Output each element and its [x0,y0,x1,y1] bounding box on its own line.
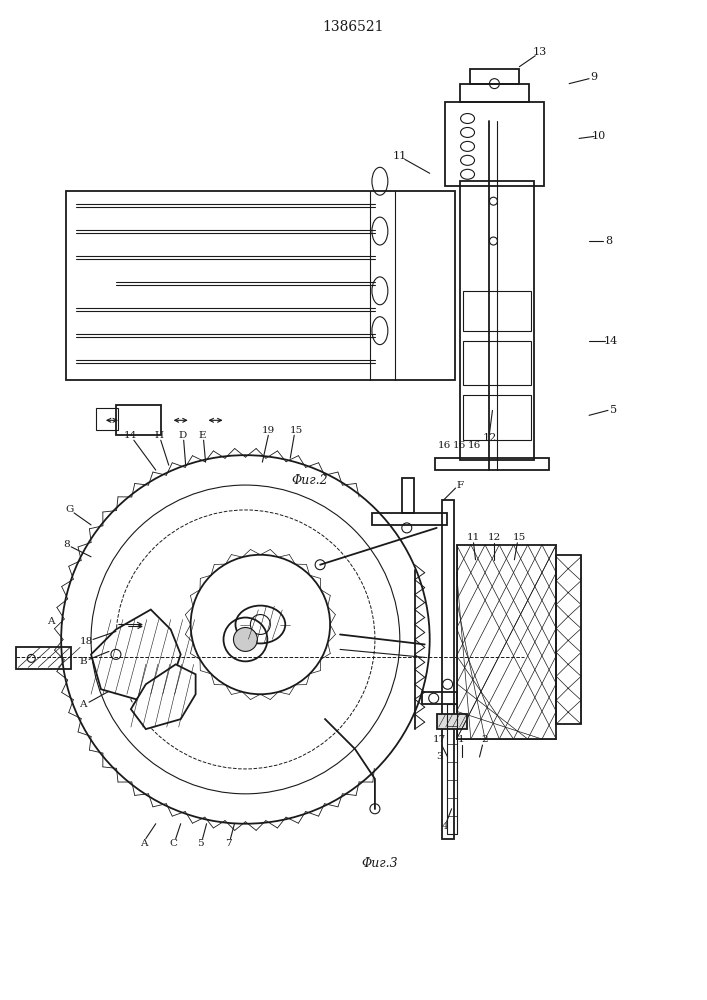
Text: 8: 8 [63,540,69,549]
Bar [402,478,414,513]
Text: A: A [79,700,87,709]
Text: 17: 17 [433,735,446,744]
Text: C: C [170,839,177,848]
Bar [116,405,160,435]
Polygon shape [131,664,196,729]
Bar [372,513,447,525]
Text: E: E [199,431,206,440]
Bar [460,84,530,102]
Text: A: A [47,617,55,626]
Text: 7: 7 [226,839,232,848]
Text: 12: 12 [488,533,501,542]
Text: A: A [140,839,148,848]
Bar [66,191,455,380]
Bar [445,102,544,186]
Text: B: B [79,657,87,666]
Polygon shape [91,610,181,699]
Text: 10: 10 [592,131,606,141]
Bar [462,341,531,385]
Text: 8: 8 [605,236,612,246]
Text: 18: 18 [79,637,93,646]
Text: 3: 3 [436,752,443,761]
Bar [96,408,118,430]
Text: G: G [65,505,74,514]
Bar [556,555,581,724]
Text: Φиг.2: Φиг.2 [292,474,329,487]
Text: 14: 14 [124,431,137,440]
Text: 15: 15 [290,426,303,435]
Bar [16,647,71,669]
Text: H: H [154,431,163,440]
Text: Φиг.3: Φиг.3 [361,857,398,870]
Text: 16: 16 [438,441,451,450]
Text: F: F [456,481,463,490]
Text: 15: 15 [513,533,526,542]
Bar [462,395,531,440]
Text: 19: 19 [262,426,275,435]
Bar [457,545,556,739]
Text: 16: 16 [468,441,481,450]
Text: 11: 11 [392,151,407,161]
Text: 5: 5 [197,839,204,848]
Text: 12: 12 [482,433,496,443]
Text: 5: 5 [610,405,617,415]
Circle shape [233,627,257,651]
Text: 9: 9 [590,72,597,82]
Text: 1386521: 1386521 [322,20,384,34]
Text: 4: 4 [441,822,448,831]
Bar [435,458,549,470]
Bar [469,69,520,84]
Text: 16: 16 [453,441,466,450]
Bar [447,704,457,834]
Bar [462,291,531,331]
Text: 1: 1 [458,735,465,744]
Text: D: D [179,431,187,440]
Text: 14: 14 [604,336,618,346]
Text: 13: 13 [532,47,547,57]
Text: 2: 2 [481,735,488,744]
Text: 11: 11 [467,533,480,542]
Bar [442,500,454,839]
Bar [460,181,534,460]
Bar [422,692,457,704]
Bar [437,714,467,729]
